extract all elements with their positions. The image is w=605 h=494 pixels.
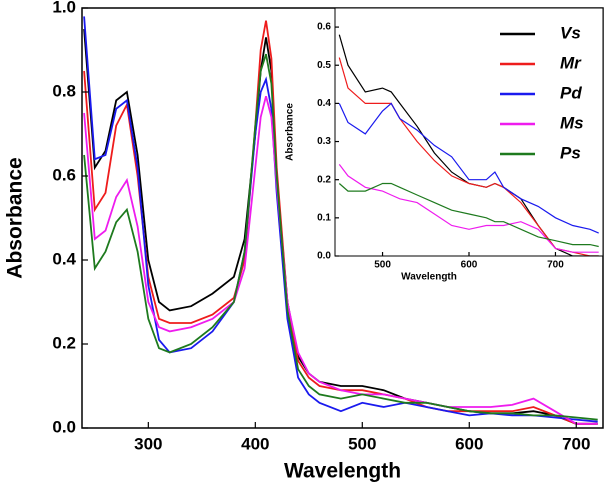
spectrum-line [83,53,598,421]
y-axis-label: Absorbance [285,103,296,161]
spectrum-line [338,164,599,253]
y-tick-label: 0.1 [317,212,331,223]
legend-label: Ps [560,143,581,162]
legend-label: Mr [560,53,582,72]
x-tick-label: 500 [374,260,391,271]
spectrum-line [338,102,599,234]
y-tick-label: 0.3 [317,136,331,147]
x-tick-label: 400 [241,434,269,453]
spectrum-line [338,182,599,248]
legend-label: Ms [560,113,584,132]
inset-background [335,8,603,256]
x-axis-label: Wavelength [284,460,401,483]
y-tick-label: 1.0 [52,0,76,16]
y-tick-label: 0.4 [52,249,76,268]
y-axis-label: Absorbance [4,157,27,278]
y-tick-label: 0.0 [52,417,76,436]
y-tick-label: 0.8 [52,81,76,100]
y-tick-label: 0.5 [317,60,331,71]
y-tick-label: 0.2 [52,333,76,352]
x-tick-label: 600 [461,260,478,271]
x-tick-label: 300 [134,434,162,453]
y-tick-label: 0.6 [52,165,76,184]
y-tick-label: 0.2 [317,174,331,185]
x-tick-label: 700 [547,260,564,271]
y-tick-label: 0.4 [317,98,331,109]
x-axis-label: Wavelength [401,272,457,283]
y-tick-label: 0.0 [317,251,331,262]
y-tick-label: 0.6 [317,22,331,33]
x-tick-label: 700 [562,434,590,453]
legend-label: Pd [560,83,582,102]
x-tick-label: 500 [348,434,376,453]
legend-label: Vs [560,23,581,42]
x-tick-label: 600 [455,434,483,453]
